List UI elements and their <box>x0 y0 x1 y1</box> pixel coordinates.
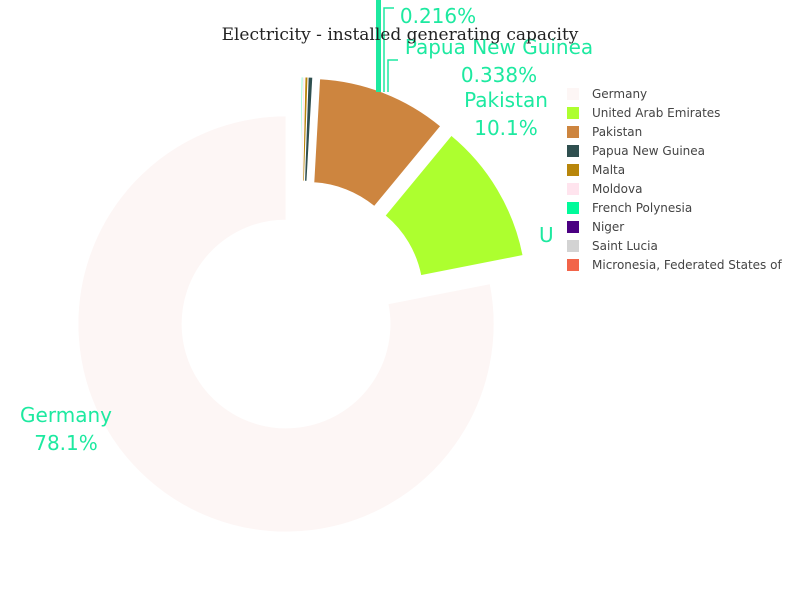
label-united-arab-emirates: U <box>539 223 554 247</box>
chart-title: Electricity - installed generating capac… <box>222 25 579 45</box>
slice-pakistan[interactable] <box>313 78 442 207</box>
legend-label: Moldova <box>592 182 642 196</box>
legend-label: French Polynesia <box>592 201 692 215</box>
legend-item-malta[interactable]: Malta <box>567 163 625 177</box>
legend-swatch <box>567 107 579 119</box>
slice-labels: Germany 78.1% Pakistan 10.1%Papua New Guine… <box>20 0 593 455</box>
label-papua-new-guinea: Papua New Guinea 0.338% <box>405 35 593 87</box>
legend-item-niger[interactable]: Niger <box>567 220 624 234</box>
legend-item-micronesia-federated-states-of[interactable]: Micronesia, Federated States of <box>567 258 782 272</box>
label-germany: Germany 78.1% <box>20 403 112 455</box>
legend-item-french-polynesia[interactable]: French Polynesia <box>567 201 692 215</box>
label-malta: Malta0.216% <box>400 0 476 28</box>
legend-label: Malta <box>592 163 625 177</box>
legend-label: Papua New Guinea <box>592 144 705 158</box>
legend-swatch <box>567 145 579 157</box>
legend-item-papua-new-guinea[interactable]: Papua New Guinea <box>567 144 705 158</box>
legend-label: Saint Lucia <box>592 239 658 253</box>
slice-germany[interactable] <box>77 115 495 533</box>
slice-papua-new-guinea[interactable] <box>304 76 314 182</box>
legend-item-united-arab-emirates[interactable]: United Arab Emirates <box>567 106 720 120</box>
legend-item-moldova[interactable]: Moldova <box>567 182 642 196</box>
legend-swatch <box>567 202 579 214</box>
legend-label: United Arab Emirates <box>592 106 720 120</box>
legend-item-pakistan[interactable]: Pakistan <box>567 125 642 139</box>
legend-item-germany[interactable]: Germany <box>567 87 647 101</box>
legend-swatch <box>567 259 579 271</box>
leader-papua-new-guinea <box>387 59 398 92</box>
legend-swatch <box>567 183 579 195</box>
legend-label: Niger <box>592 220 624 234</box>
legend-label: Germany <box>592 87 647 101</box>
legend-label: Pakistan <box>592 125 642 139</box>
legend-item-saint-lucia[interactable]: Saint Lucia <box>567 239 658 253</box>
leader-french-polynesia <box>376 0 381 92</box>
legend-swatch <box>567 240 579 252</box>
label-pakistan: Pakistan 10.1% <box>464 88 548 140</box>
legend-swatch <box>567 164 579 176</box>
legend[interactable]: Germany United Arab Emirates Pakistan Papua… <box>567 87 782 272</box>
legend-swatch <box>567 126 579 138</box>
legend-swatch <box>567 88 579 100</box>
legend-swatch <box>567 221 579 233</box>
leader-malta <box>383 7 394 92</box>
slice-united-arab-emirates[interactable] <box>384 134 524 277</box>
pie-slices <box>77 76 524 533</box>
legend-label: Micronesia, Federated States of <box>592 258 782 272</box>
